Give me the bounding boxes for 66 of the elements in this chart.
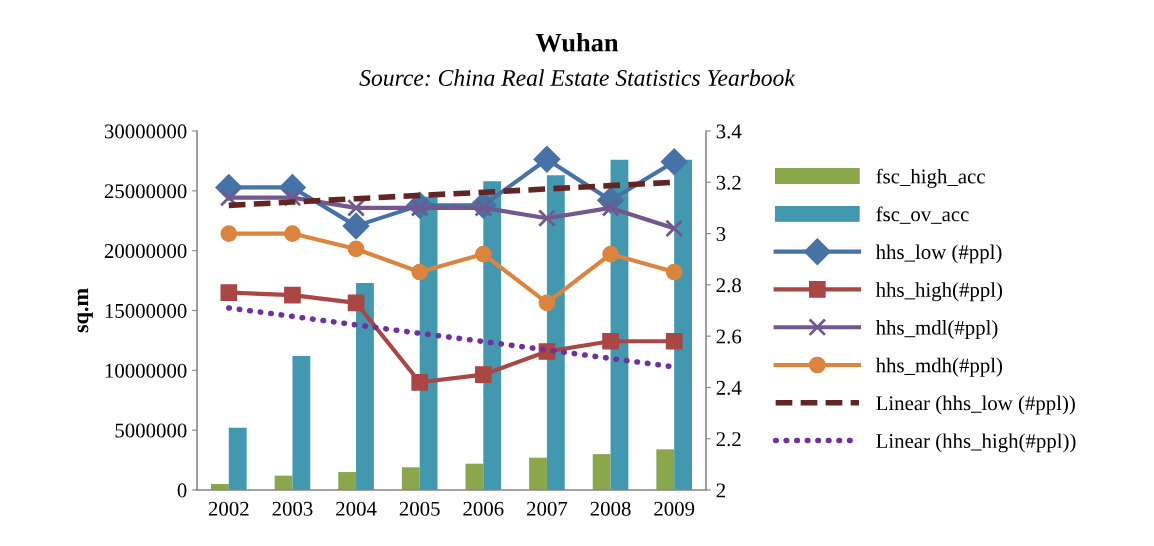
legend-label: fsc_high_acc: [876, 168, 985, 188]
y2-tick-label: 3: [716, 227, 726, 241]
x-tick-label: 2003: [272, 501, 313, 516]
y2-tick-label: 2.2: [716, 432, 741, 447]
point: [411, 373, 429, 391]
point: [284, 225, 301, 242]
point: [347, 294, 365, 312]
bar: [228, 427, 247, 490]
point: [602, 245, 619, 263]
point: [284, 286, 301, 304]
point: [538, 294, 556, 312]
point: [220, 284, 238, 301]
bar: [401, 467, 420, 490]
legend-label: hhs_mdl(#ppl): [875, 320, 998, 339]
point: [537, 209, 556, 228]
point: [347, 240, 365, 258]
point: [665, 219, 684, 238]
y-tick-label: 15000000: [105, 303, 187, 318]
y-tick-label: 10000000: [105, 363, 187, 378]
point: [219, 188, 238, 207]
y-tick-label: 30000000: [104, 124, 187, 139]
x-tick-label: 2008: [590, 501, 631, 516]
y-tick-label: 0: [177, 483, 187, 498]
legend-label: hhs_low (#ppl): [875, 244, 1002, 264]
legend-label: hhs_high(#ppl): [875, 282, 1003, 302]
x-tick-label: 2009: [654, 501, 695, 516]
y2-tick-label: 2.8: [716, 278, 741, 293]
y-tick-label: 20000000: [104, 244, 187, 259]
y2-tick-label: 2.4: [716, 380, 742, 395]
point: [665, 332, 683, 350]
bar: [356, 282, 374, 490]
point: [665, 263, 683, 281]
y-tick-label: 25000000: [104, 184, 187, 199]
y2-tick-label: 2.6: [716, 329, 742, 344]
x-tick-label: 2005: [399, 501, 440, 516]
bar: [529, 457, 547, 490]
bar: [465, 463, 484, 490]
legend-label: Linear (hhs_high(#ppl)): [876, 433, 1076, 453]
y-tick-label: 5000000: [115, 423, 187, 438]
y-axis-title: sq.m: [77, 288, 93, 333]
y2-tick-label: 3.4: [716, 124, 742, 139]
chart-subtitle: Source: China Real Estate Statistics Yearbook: [359, 69, 796, 87]
bar: [546, 175, 565, 490]
bar: [292, 355, 311, 490]
point: [474, 245, 492, 263]
legend-label: Linear (hhs_low (#ppl)): [876, 395, 1075, 415]
bar: [592, 454, 611, 490]
point: [602, 332, 619, 350]
bar: [656, 449, 675, 490]
point: [342, 212, 370, 240]
legend-label: hhs_mdh(#ppl): [875, 357, 1003, 377]
x-tick-label: 2002: [208, 501, 249, 516]
point: [474, 366, 492, 383]
point: [220, 225, 238, 242]
point: [411, 263, 429, 281]
bar: [338, 472, 357, 490]
y2-tick-label: 3.2: [716, 175, 741, 190]
chart-title: Wuhan: [535, 33, 619, 52]
legend-label: fsc_ov_acc: [876, 206, 969, 224]
x-tick-label: 2006: [463, 501, 504, 516]
bar: [674, 159, 692, 490]
x-tick-label: 2007: [527, 501, 568, 516]
point: [660, 148, 688, 176]
y2-tick-label: 2: [716, 483, 725, 498]
x-tick-label: 2004: [336, 501, 377, 516]
point: [533, 145, 561, 173]
